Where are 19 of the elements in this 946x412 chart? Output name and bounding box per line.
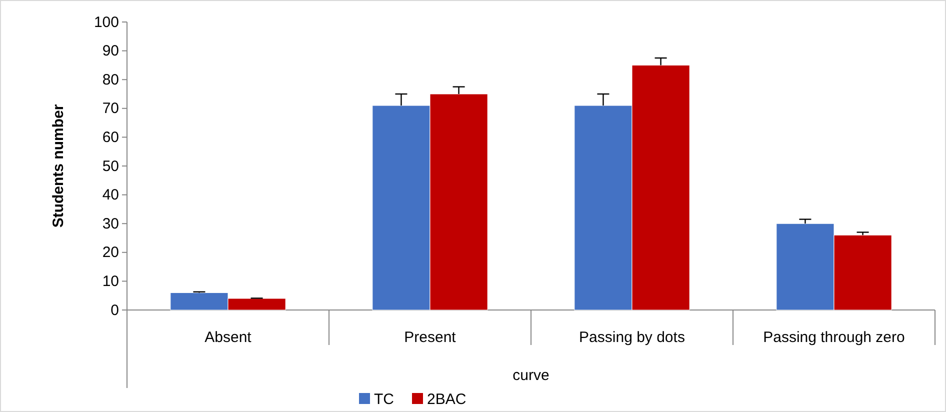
y-tick-label: 90 <box>102 42 119 60</box>
x-tick-label: Absent <box>204 329 252 346</box>
y-tick-label: 0 <box>110 302 119 319</box>
y-tick-label: 50 <box>102 158 119 175</box>
x-tick-label: Present <box>404 329 457 346</box>
x-axis-title: curve <box>512 367 550 384</box>
y-tick-label: 80 <box>102 71 119 88</box>
y-tick-label: 100 <box>94 14 119 31</box>
x-tick-label: Passing through zero <box>763 329 905 346</box>
y-tick-label: 70 <box>102 100 119 118</box>
legend-label: TC <box>374 391 394 408</box>
y-tick-label: 10 <box>102 273 119 290</box>
y-axis-title: Students number <box>50 104 67 228</box>
y-tick-label: 20 <box>102 244 119 262</box>
y-tick-label: 30 <box>102 215 119 232</box>
y-tick-label: 60 <box>102 129 119 146</box>
y-tick-label: 40 <box>102 186 119 204</box>
legend-label: 2BAC <box>427 391 466 408</box>
x-tick-label: Passing by dots <box>579 329 685 346</box>
